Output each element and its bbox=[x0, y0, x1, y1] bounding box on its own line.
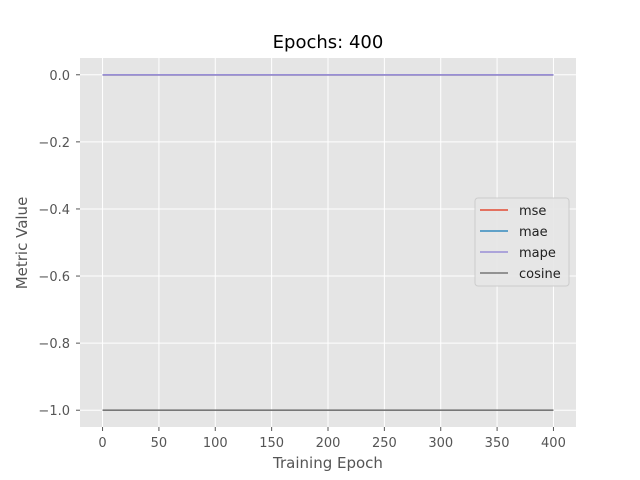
x-tick-label: 0 bbox=[98, 436, 106, 451]
legend-label-mae: mae bbox=[519, 225, 548, 240]
x-axis-ticks: 0 50 100 150 200 250 300 350 400 bbox=[98, 427, 566, 451]
x-tick-label: 150 bbox=[259, 436, 284, 451]
legend-label-mse: mse bbox=[519, 204, 546, 219]
chart-title: Epochs: 400 bbox=[273, 32, 384, 53]
x-tick-label: 50 bbox=[151, 436, 168, 451]
legend-box bbox=[474, 197, 570, 287]
legend-label-mape: mape bbox=[519, 246, 556, 261]
legend-label-cosine: cosine bbox=[519, 267, 561, 282]
y-tick-label: −0.8 bbox=[38, 337, 70, 352]
x-tick-label: 400 bbox=[541, 436, 566, 451]
y-tick-label: −0.4 bbox=[38, 203, 70, 218]
x-tick-label: 200 bbox=[316, 436, 341, 451]
series-lines bbox=[102, 73, 554, 412]
x-tick-label: 350 bbox=[485, 436, 510, 451]
y-tick-label: 0.0 bbox=[49, 69, 70, 84]
y-tick-label: −0.6 bbox=[38, 270, 70, 285]
y-tick-label: −1.0 bbox=[38, 404, 70, 419]
x-tick-label: 250 bbox=[372, 436, 397, 451]
x-axis-label: Training Epoch bbox=[272, 454, 383, 472]
legend: mse mae mape cosine bbox=[474, 197, 570, 287]
x-tick-label: 300 bbox=[428, 436, 453, 451]
y-axis-label: Metric Value bbox=[13, 197, 31, 290]
x-tick-label: 100 bbox=[203, 436, 228, 451]
y-tick-label: −0.2 bbox=[38, 136, 70, 151]
y-axis-ticks: 0.0 −0.2 −0.4 −0.6 −0.8 −1.0 bbox=[38, 69, 80, 419]
